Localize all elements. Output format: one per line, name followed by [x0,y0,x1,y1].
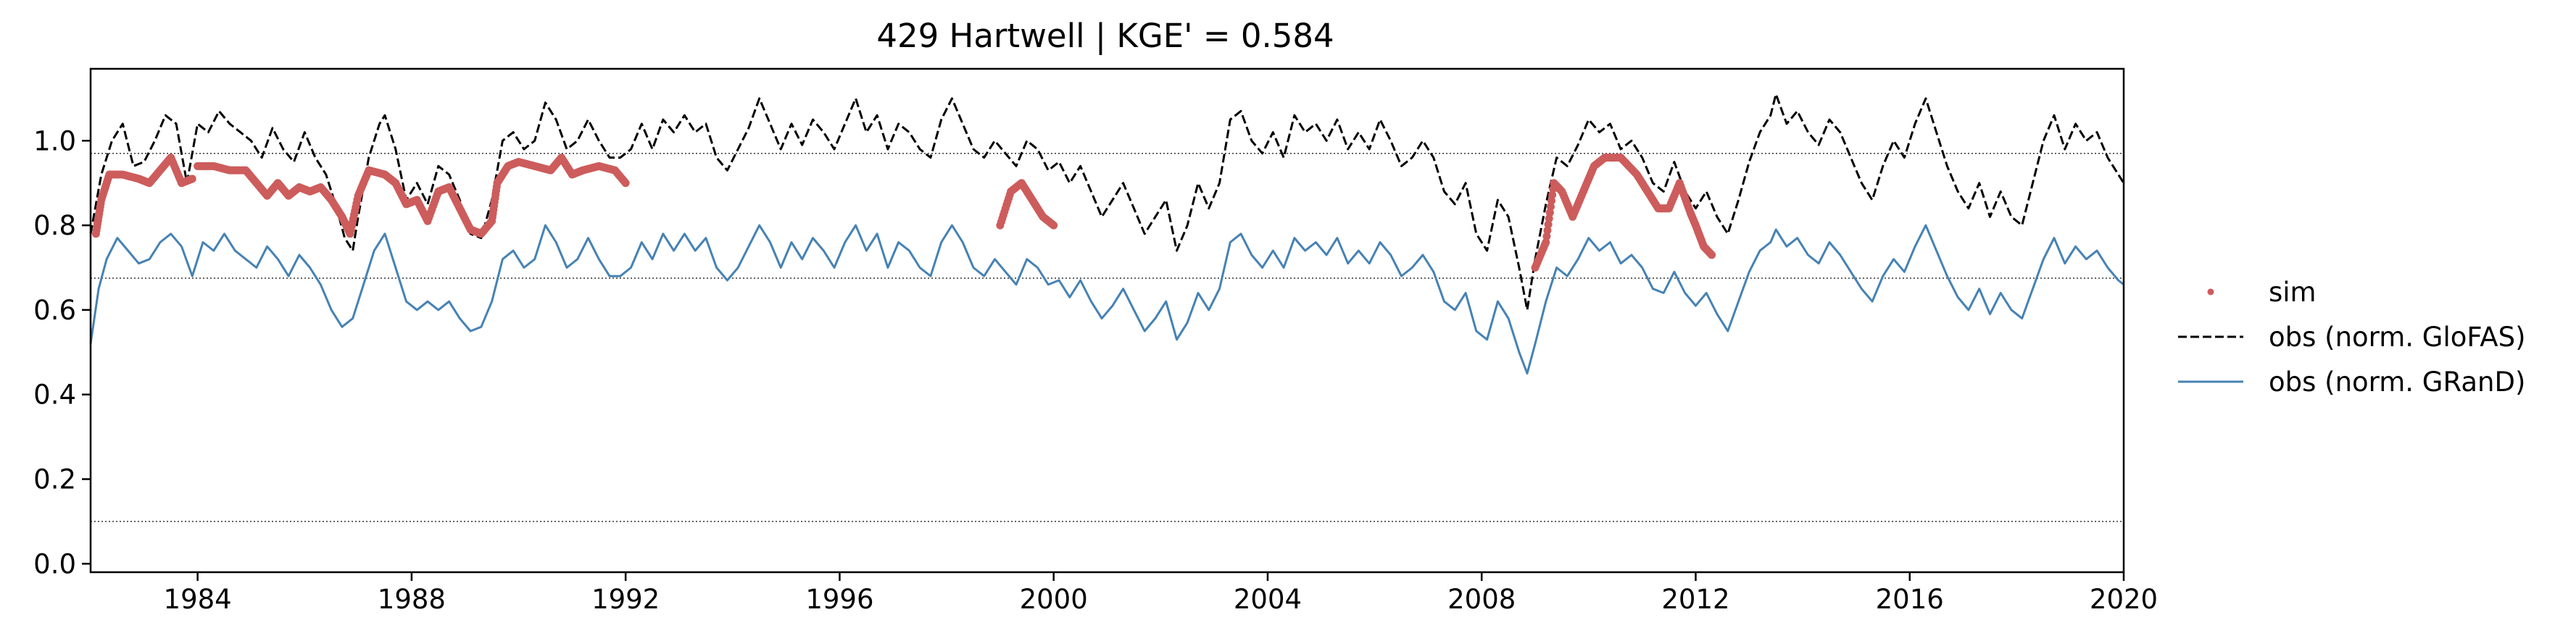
chart-title: 429 Hartwell | KGE' = 0.584 [876,17,1334,55]
legend-label: sim [2269,277,2317,308]
series-layer [89,93,2125,374]
y-axis: 0.0 0.2 0.4 0.6 0.8 1.0 [33,125,91,579]
sim-point [1543,226,1552,235]
sim-point [1542,238,1550,246]
sim-point [1050,221,1058,230]
series-obs-grand-line [89,224,2124,374]
sim-point [1548,190,1557,199]
sim-point [1544,220,1553,229]
sim-point [621,179,630,188]
sim-point [1542,232,1551,240]
series-obs-glofas-line [89,93,2125,311]
y-tick-label: 1.0 [33,125,76,156]
x-tick-label: 1996 [805,584,873,615]
x-tick-label: 1984 [164,584,232,615]
sim-point [1545,209,1554,217]
y-tick-label: 0.0 [33,548,76,579]
y-tick-label: 0.2 [33,464,76,495]
y-tick-label: 0.8 [33,210,76,241]
series-sim [91,154,1716,272]
x-tick-label: 2004 [1234,584,1302,615]
legend-marker-sim [2207,288,2214,296]
x-tick-label: 2000 [1020,584,1088,615]
x-tick-label: 1992 [591,584,660,615]
sim-point [1546,202,1555,211]
sim-point [1545,214,1553,223]
sim-point [1708,251,1716,259]
y-tick-label: 0.6 [33,295,76,326]
x-tick-label: 2016 [1876,584,1944,615]
x-tick-label: 2012 [1661,584,1729,615]
sim-point [188,175,196,183]
x-tick-label: 2008 [1447,584,1516,615]
x-axis: 1984 1988 1992 1996 2000 2004 2008 2012 2016 2020 [164,572,2158,615]
sim-point [1547,196,1556,205]
legend-label: obs (norm. GRanD) [2269,366,2525,398]
y-tick-label: 0.4 [33,380,76,411]
legend-label: obs (norm. GloFAS) [2269,322,2526,353]
plot-area-frame [89,67,2125,574]
x-tick-label: 1988 [378,584,446,615]
legend: sim obs (norm. GloFAS) obs (norm. GRanD) [2178,277,2526,398]
x-tick-label: 2020 [2090,584,2158,615]
